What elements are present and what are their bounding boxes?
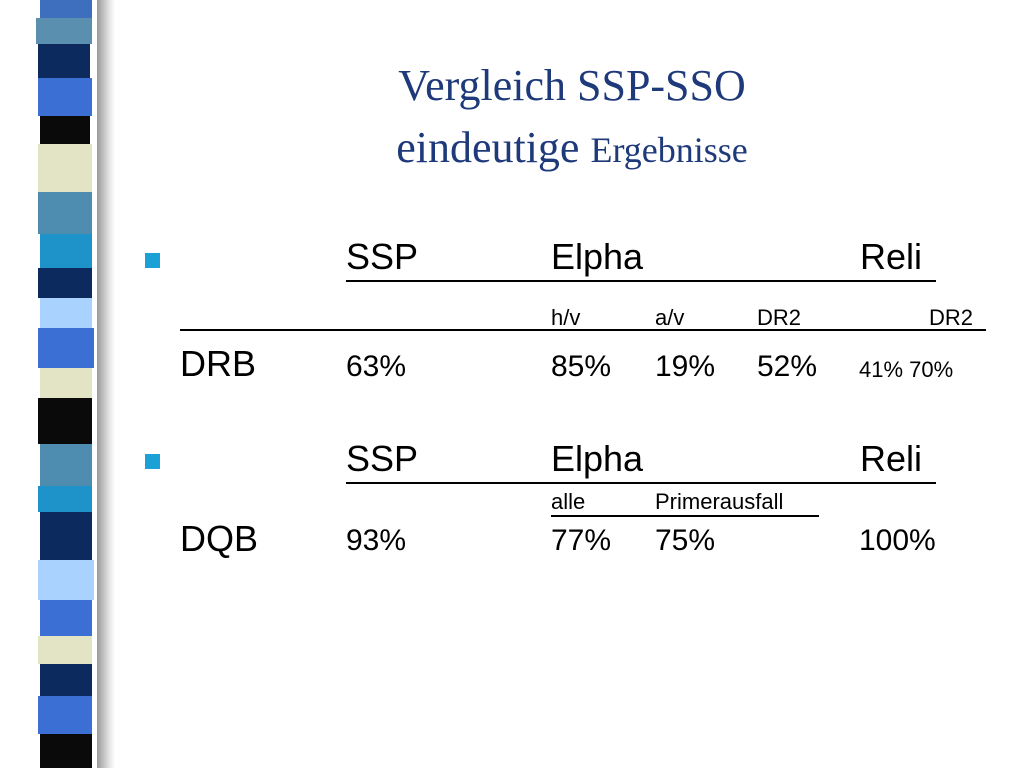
subheader-dr2-reli: DR2 [929, 305, 974, 330]
value-ssp: 63% [346, 350, 407, 383]
row-label-drb: DRB [180, 343, 257, 384]
subtitle-part-1: eindeutige [396, 123, 580, 172]
header-underline [346, 482, 936, 484]
subheader-underline [551, 515, 819, 517]
header-reli: Reli [860, 438, 923, 479]
value-elpha-dr2: 52% [757, 350, 818, 383]
row-label-dqb: DQB [180, 518, 259, 559]
slide-title: Vergleich SSP-SSO [398, 61, 746, 110]
value-reli: 100% [859, 524, 936, 557]
slide-subtitle: eindeutige Ergebnisse [120, 122, 1024, 173]
value-elpha-av: 19% [655, 350, 716, 383]
decorative-strip-graphic [36, 0, 94, 768]
header-elpha: Elpha [551, 438, 644, 479]
value-ssp: 93% [346, 524, 407, 557]
subheader-av: a/v [655, 305, 685, 330]
subheader-primerausfall: Primerausfall [655, 489, 784, 514]
subheader-alle: alle [551, 489, 586, 514]
header-ssp: SSP [346, 236, 419, 277]
header-elpha: Elpha [551, 236, 644, 277]
subheader-dr2-elpha: DR2 [757, 305, 802, 330]
bullet-icon [145, 253, 160, 268]
header-reli: Reli [860, 236, 923, 277]
value-reli: 41% 70% [859, 357, 954, 382]
strip-shadow [97, 0, 115, 768]
bullet-icon [145, 454, 160, 469]
header-ssp: SSP [346, 438, 419, 479]
subtitle-part-2: Ergebnisse [590, 130, 748, 170]
value-elpha-primerausfall: 75% [655, 524, 716, 557]
value-elpha-alle: 77% [551, 524, 612, 557]
header-underline [346, 280, 936, 282]
value-elpha-hv: 85% [551, 350, 612, 383]
decorative-strip [0, 0, 120, 768]
subheader-hv: h/v [551, 305, 581, 330]
subheader-underline [180, 329, 986, 331]
